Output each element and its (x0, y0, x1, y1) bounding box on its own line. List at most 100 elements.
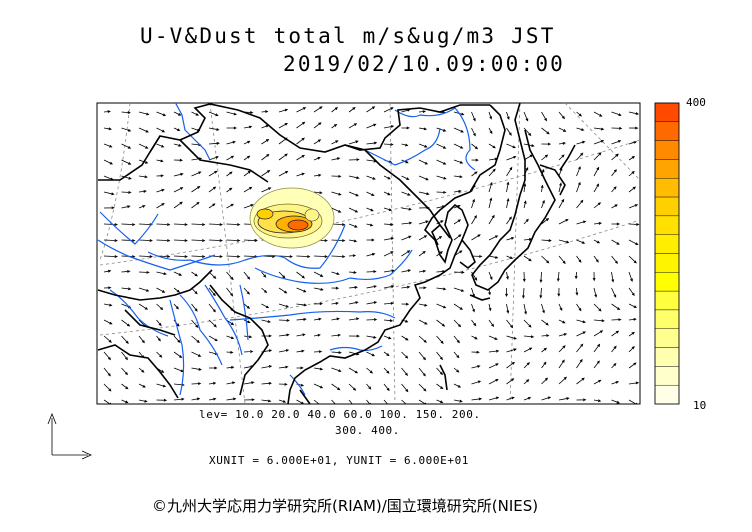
wind-vector (191, 303, 198, 312)
color-legend-bar (654, 102, 680, 405)
wind-vector (296, 349, 305, 353)
wind-vector (540, 184, 544, 193)
wind-vector (138, 399, 148, 403)
wind-vector (121, 399, 129, 404)
wind-vector (331, 367, 342, 372)
wind-vector (121, 190, 132, 194)
wind-vector (226, 255, 241, 258)
wind-vector (418, 286, 427, 290)
wind-vector (156, 383, 167, 388)
wind-vector (278, 365, 289, 369)
wind-vector (191, 111, 200, 116)
wind-vector (576, 303, 582, 312)
wind-vector (558, 219, 569, 225)
wind-vector (138, 255, 153, 258)
wind-vector (488, 235, 499, 241)
wind-vector (541, 334, 550, 338)
wind-vector (243, 239, 258, 242)
wind-vector (471, 365, 481, 369)
wind-vector (506, 335, 517, 340)
wind-vector (121, 367, 129, 376)
wind-vector (453, 234, 462, 241)
wind-vector (243, 287, 250, 295)
wind-vector (173, 201, 183, 209)
wind-vector (331, 140, 339, 145)
wind-vector (593, 343, 601, 353)
wind-vector (436, 335, 444, 344)
wind-vector (173, 271, 183, 276)
wind-vector (313, 302, 323, 306)
wind-vector (226, 223, 241, 226)
wind-vector (488, 349, 500, 353)
wind-vector (576, 127, 585, 131)
wind-vector (278, 108, 289, 113)
legend-swatch (654, 234, 680, 254)
wind-vector (173, 255, 188, 258)
wind-vector (261, 334, 272, 338)
wind-vector (103, 191, 115, 196)
wind-vector (576, 398, 587, 402)
wind-vector (313, 156, 321, 161)
wind-vector (383, 399, 389, 404)
wind-vector (506, 348, 517, 353)
wind-vector (366, 270, 377, 274)
wind-vector (278, 318, 290, 322)
wind-vector (383, 143, 394, 146)
wind-vector (436, 351, 443, 361)
wind-vector (348, 271, 357, 274)
wind-vector (156, 127, 166, 133)
wind-vector (278, 349, 290, 353)
wind-vector (191, 171, 202, 177)
wind-vector (576, 152, 584, 161)
wind-vector (523, 397, 532, 401)
wind-vector (348, 207, 359, 213)
wind-vector (296, 399, 305, 404)
coastlines (97, 103, 576, 404)
wind-vector (611, 153, 619, 161)
wind-vector (261, 271, 267, 278)
wind-vector (261, 319, 272, 323)
wind-vector (418, 235, 428, 241)
wind-vector (383, 251, 394, 257)
wind-vector (611, 255, 618, 265)
wind-vector (576, 377, 585, 385)
wind-vector (506, 396, 515, 401)
wind-vector (506, 378, 515, 385)
wind-vector (366, 335, 377, 339)
wind-vector (593, 319, 605, 323)
wind-vector (628, 204, 639, 209)
wind-vector (348, 383, 357, 391)
wind-vector (121, 351, 128, 361)
wind-vector (506, 216, 512, 225)
wind-vector (103, 127, 113, 131)
wind-vector (383, 351, 390, 357)
wind-vector (541, 255, 550, 264)
wind-vector (208, 223, 223, 226)
wind-vector (436, 319, 446, 327)
wind-vector (593, 239, 601, 244)
legend-swatch (654, 309, 680, 329)
wind-vector (401, 351, 409, 359)
wind-vector (611, 111, 622, 116)
wind-vector (471, 335, 478, 340)
wind-vector (401, 221, 413, 225)
wind-vector (348, 334, 360, 338)
wind-vector (453, 287, 465, 292)
wind-vector (103, 269, 112, 273)
wind-vector (261, 139, 270, 145)
wind-vector (331, 351, 342, 354)
wind-vector (488, 363, 499, 369)
legend-swatch (654, 328, 680, 348)
wind-vector (173, 127, 181, 131)
wind-vector (488, 303, 492, 312)
wind-vector (278, 153, 288, 161)
wind-vector (453, 335, 460, 344)
wind-vector (313, 383, 324, 389)
legend-max-label: 400 (686, 96, 706, 109)
wind-vector (191, 382, 202, 386)
rivers (97, 103, 476, 396)
wind-vector (103, 239, 118, 242)
wind-vector (208, 319, 217, 328)
wind-vector (418, 175, 429, 181)
wind-vector (488, 111, 492, 120)
